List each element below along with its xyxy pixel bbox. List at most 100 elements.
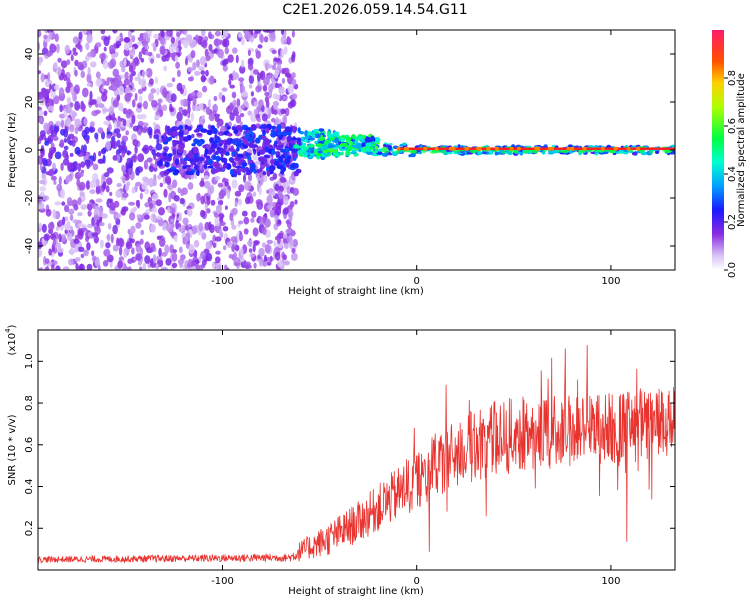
spectrogram-cell xyxy=(175,46,179,53)
spectrogram-cell xyxy=(106,77,112,82)
spectrogram-cell xyxy=(265,128,270,134)
spectrogram-cell xyxy=(170,218,175,223)
spectrogram-cell xyxy=(161,31,165,38)
spectrogram-cell xyxy=(402,142,407,146)
spectrogram-cell xyxy=(140,57,145,63)
spectrogram-cell xyxy=(38,106,42,111)
spectrogram-cell xyxy=(86,73,92,84)
spectrogram-cell xyxy=(318,128,325,132)
spectrogram-cell xyxy=(198,222,204,232)
spectrogram-cell xyxy=(177,258,185,265)
spectrogram-cell xyxy=(217,48,224,59)
spectrogram-cell xyxy=(293,144,300,149)
spectrogram-cell xyxy=(219,157,224,161)
spectrogram-cell xyxy=(212,127,218,135)
spectrogram-cell xyxy=(131,114,136,125)
spectrogram-cell xyxy=(266,194,273,205)
spectrogram-cell xyxy=(253,262,257,269)
spectrogram-cell xyxy=(270,32,276,40)
spectrogram-cell xyxy=(283,260,290,266)
spectrogram-cell xyxy=(231,207,238,216)
spectrogram-cell xyxy=(38,222,43,230)
spectrogram-cell xyxy=(157,98,163,104)
spectrogram-cell xyxy=(86,263,93,270)
spectrogram-cell xyxy=(253,33,257,39)
spectrogram-cell xyxy=(77,212,83,217)
spectrogram-cell xyxy=(52,209,57,219)
spectrogram-cell xyxy=(108,106,115,115)
spectrogram-cell xyxy=(172,179,178,189)
spectrogram-cell xyxy=(236,146,240,152)
spectrogram-peak-dot xyxy=(516,146,521,151)
spectrogram-peak-dot xyxy=(448,146,453,151)
spectrogram-cell xyxy=(257,117,261,123)
spectrogram-cell xyxy=(247,110,253,116)
spectrogram-cell xyxy=(178,144,185,149)
spectrogram-cell xyxy=(101,93,108,102)
spectrogram-cell xyxy=(429,150,438,154)
spectrogram-cell xyxy=(82,87,89,98)
spectrogram-cell xyxy=(74,69,78,77)
spectrogram-cell xyxy=(187,182,194,190)
spectrogram-cell xyxy=(261,135,267,140)
spectrogram-cell xyxy=(110,233,114,244)
spectrogram-cell xyxy=(132,125,139,132)
spectrogram-cell xyxy=(349,140,353,146)
spectrogram-cell xyxy=(77,229,84,240)
spectrogram-cell xyxy=(166,125,171,133)
spectrogram-cell xyxy=(280,35,287,45)
spectrogram-cell xyxy=(85,137,90,144)
spectrogram-cell xyxy=(201,76,207,82)
spectrogram-cell xyxy=(50,142,55,148)
spectrogram-cell xyxy=(291,252,298,261)
spectrogram-cell xyxy=(253,101,260,107)
spectrogram-cell xyxy=(238,220,244,225)
spectrogram-cell xyxy=(172,148,177,156)
spectrogram-cell xyxy=(300,136,306,141)
spectrogram-cell xyxy=(155,263,159,270)
spectrogram-cell xyxy=(369,136,376,144)
spectrogram-cell xyxy=(316,148,323,150)
spectrogram-cell xyxy=(217,264,222,270)
spectrogram-cell xyxy=(248,74,255,84)
spectrogram-cell xyxy=(97,127,104,134)
spectrogram-cell xyxy=(291,53,296,63)
spectrogram-cell xyxy=(140,229,145,236)
spectrogram-cell xyxy=(165,36,170,41)
spectrogram-cell xyxy=(247,173,253,182)
spectrogram-cell xyxy=(275,116,279,126)
spectrogram-cell xyxy=(126,150,131,156)
spectrogram-cell xyxy=(156,87,160,96)
spectrogram-cell xyxy=(243,174,246,183)
spectrogram-cell xyxy=(97,189,102,194)
spectrogram-cell xyxy=(274,251,281,261)
spectrogram-cell xyxy=(229,102,234,112)
spectrogram-cell xyxy=(252,148,257,152)
spectrogram-cell xyxy=(140,78,147,88)
spectrogram-cell xyxy=(77,197,82,206)
spectrogram-cell xyxy=(297,127,301,134)
spectrogram-cell xyxy=(115,189,122,198)
spectrogram-cell xyxy=(94,109,101,114)
spectrogram-cell xyxy=(373,137,381,143)
spectrogram-cell xyxy=(240,59,245,68)
spectrogram-cell xyxy=(60,188,65,199)
spectrogram-cell xyxy=(48,147,56,154)
spectrogram-cell xyxy=(244,31,252,40)
spectrogram-cell xyxy=(138,51,142,60)
spectrogram-cell xyxy=(209,138,213,142)
spectrogram-cell xyxy=(80,204,88,210)
spectrogram-cell xyxy=(130,30,135,33)
spectrogram-cell xyxy=(381,146,389,151)
spectrogram-cell xyxy=(174,158,180,165)
spectrogram-cell xyxy=(122,192,129,199)
spectrogram-cell xyxy=(280,48,285,58)
spectrogram-cell xyxy=(159,45,166,55)
spectrogram-cell xyxy=(109,44,116,53)
spectrogram-peak-dot xyxy=(486,146,491,151)
spectrogram-cell xyxy=(95,71,101,79)
spectrogram-cell xyxy=(221,87,228,92)
spectrogram-cell xyxy=(224,264,228,270)
spectrogram-cell xyxy=(87,210,92,217)
